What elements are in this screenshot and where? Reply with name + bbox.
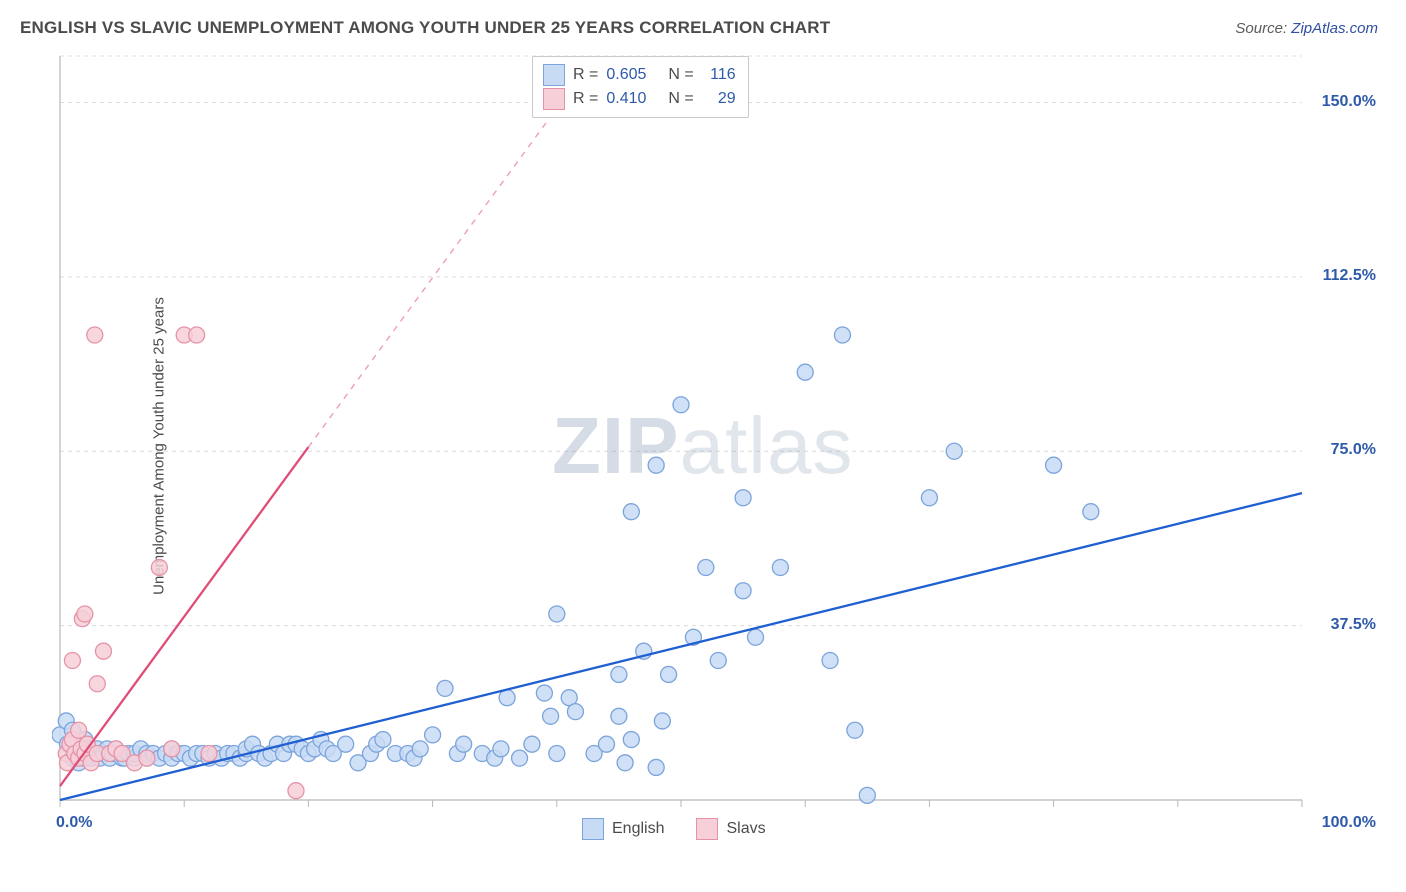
y-tick-label: 37.5% [1331, 616, 1376, 634]
n-label: N = [668, 87, 693, 111]
stats-legend-box: R = 0.605 N = 116 R = 0.410 N = 29 [532, 56, 749, 118]
legend-swatch [696, 818, 718, 840]
stats-legend-row: R = 0.410 N = 29 [543, 87, 736, 111]
y-tick-label: 150.0% [1322, 93, 1376, 111]
n-label: N = [668, 63, 693, 87]
plot-area: ZIPatlas R =0.605N =116R =0.410N =29 37.… [52, 50, 1382, 840]
series-legend-item: Slavs [696, 818, 765, 840]
n-value: 116 [702, 63, 736, 87]
x-min-label: 0.0% [56, 814, 92, 832]
series-legend-label: Slavs [726, 820, 765, 838]
y-tick-label: 75.0% [1331, 441, 1376, 459]
r-value: 0.410 [606, 87, 660, 111]
series-legend-label: English [612, 820, 664, 838]
legend-swatch [582, 818, 604, 840]
r-label: R = [573, 63, 598, 87]
x-max-label: 100.0% [1322, 814, 1376, 832]
stats-legend-row: R = 0.605 N = 116 [543, 63, 736, 87]
r-label: R = [573, 87, 598, 111]
scatter-chart-svg [52, 50, 1382, 840]
source-attribution: Source: ZipAtlas.com [1235, 20, 1378, 37]
chart-title: ENGLISH VS SLAVIC UNEMPLOYMENT AMONG YOU… [20, 18, 830, 38]
legend-swatch [543, 88, 565, 110]
series-legend: English Slavs [582, 818, 788, 840]
r-value: 0.605 [606, 63, 660, 87]
y-tick-label: 112.5% [1323, 267, 1376, 285]
legend-swatch [543, 64, 565, 86]
chart-container: ENGLISH VS SLAVIC UNEMPLOYMENT AMONG YOU… [0, 0, 1406, 892]
n-value: 29 [702, 87, 736, 111]
source-label: Source: [1235, 20, 1287, 37]
source-link[interactable]: ZipAtlas.com [1291, 20, 1378, 37]
series-legend-item: English [582, 818, 664, 840]
